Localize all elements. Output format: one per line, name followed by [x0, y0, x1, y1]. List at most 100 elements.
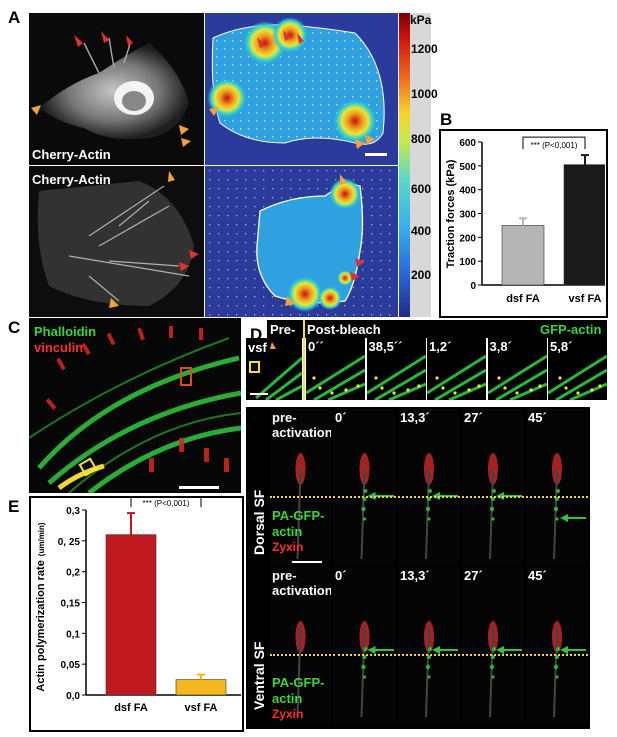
- colorbar-tick-1200: 1200: [411, 42, 438, 56]
- traction-bar-0: [501, 225, 545, 286]
- label-pre: Pre-: [270, 322, 296, 337]
- y-tick-label: 0,2: [66, 568, 80, 579]
- activation-frame-r0-c3: 27´: [462, 409, 524, 565]
- roi-box-red: [180, 367, 192, 386]
- phalloidin-vinculin-image: Phalloidin vinculin: [29, 318, 241, 493]
- label-pa-gfp: PA-GFP-: [272, 675, 325, 690]
- scale-bar: [365, 153, 387, 156]
- frap-header: [267, 320, 607, 338]
- arrowhead-orange-icon: [285, 296, 295, 306]
- activation-frame-r0-c0: pre-activation PA-GFP-actin Zyxin: [270, 409, 331, 565]
- arrowhead-orange-icon: [209, 107, 219, 116]
- colorbar-tick-400: 400: [411, 224, 432, 238]
- label-phalloidin: Phalloidin: [34, 324, 97, 339]
- label-zyxin: Zyxin: [272, 707, 304, 721]
- label-cherry-actin: Cherry-Actin: [32, 147, 111, 162]
- reference-line: [333, 496, 396, 498]
- activation-frame-r0-c2: 13,3´: [398, 409, 460, 565]
- arrowhead-orange-icon: [340, 174, 347, 185]
- label-cherry-actin-bottom: Cherry-Actin: [32, 172, 111, 187]
- significance-bracket: [522, 136, 586, 150]
- frap-frame-4: 5,8´: [548, 338, 607, 400]
- label-gfp-actin: GFP-actin: [540, 322, 602, 337]
- colorbar-tick-1000: 1000: [411, 87, 438, 101]
- arrowhead-orange-icon: [365, 135, 375, 145]
- label-vsf: vsf: [248, 340, 267, 355]
- arrowhead-orange-icon: [355, 139, 365, 149]
- time-label: 27´: [464, 568, 483, 583]
- time-label: 13,3´: [400, 410, 430, 425]
- frap-time-label: 1,2´: [429, 339, 452, 354]
- bleach-divider: [303, 320, 305, 400]
- y-tick-label: 600: [459, 138, 476, 149]
- label-pre: pre-: [272, 410, 297, 425]
- x-category-label: dsf FA: [506, 293, 540, 305]
- green-arrow-icon: [560, 646, 586, 654]
- panel-label-c: C: [8, 318, 21, 337]
- label-activation: activation: [272, 425, 331, 440]
- colorbar-labels-bg: [410, 13, 431, 317]
- time-label: 0´: [335, 410, 347, 425]
- x-category-label: dsf FA: [114, 702, 148, 714]
- panel-label-e: E: [8, 497, 20, 516]
- activation-frame-r1-c3: 27´: [462, 567, 524, 723]
- label-pre: pre-: [272, 568, 297, 583]
- arrowhead-red-icon: [283, 30, 290, 41]
- frap-frame-2: 1,2´: [427, 338, 486, 400]
- y-tick-label: 100: [459, 257, 476, 268]
- panel-label-a: A: [8, 8, 21, 27]
- activation-frame-r1-c0: pre-activation PA-GFP-actin Zyxin: [270, 567, 331, 723]
- colorbar-unit: kPa: [410, 13, 432, 27]
- cherry-actin-image-top: Cherry-Actin: [29, 13, 204, 165]
- time-label: 45´: [528, 410, 547, 425]
- row-label-ventral: Ventral SF: [251, 641, 267, 710]
- traction-map-top: [205, 13, 398, 165]
- y-axis-label: Traction forces (kPa): [445, 159, 457, 268]
- y-tick-label: 0: [470, 281, 476, 292]
- reference-line: [270, 654, 331, 656]
- green-arrow-icon: [496, 646, 522, 654]
- activation-frame-r1-c1: 0´: [333, 567, 396, 723]
- x-category-label: vsf FA: [568, 293, 601, 305]
- arrowhead-red-icon: [350, 272, 360, 281]
- arrowhead-orange-icon: [270, 342, 276, 349]
- panel-label-b: B: [440, 110, 453, 129]
- y-tick-label: 0,0: [66, 691, 80, 702]
- y-tick-label: 500: [459, 162, 476, 173]
- time-label: 27´: [464, 410, 483, 425]
- colorbar-tick-200: 200: [411, 268, 432, 282]
- significance-label: *** (P<0,001): [143, 499, 190, 508]
- frap-pre-frame: vsf: [246, 338, 302, 400]
- polymerization-bar-0: [105, 534, 157, 696]
- chart-actin-polymerization: 0,0 0,05 0,1 0,15 0,2 0, 25 0,3 dsf FA vsf FA ***…: [35, 497, 241, 714]
- row-label-dorsal: Dorsal SF: [251, 489, 267, 555]
- cell-actin-top: [31, 31, 191, 147]
- label-actin: actin: [272, 524, 303, 539]
- scale-bar: [179, 486, 219, 489]
- arrowhead-red-icon: [257, 37, 265, 48]
- traction-map-bottom: [205, 166, 398, 317]
- chart-traction-forces: 0 100 200 300 400 500 600 dsf FA vsf FA *** (P<0,…: [445, 136, 605, 305]
- reference-line: [526, 654, 588, 656]
- y-tick-label: 0,05: [61, 660, 81, 671]
- label-pa-gfp: PA-GFP-: [272, 508, 325, 523]
- cherry-actin-image-bottom: Cherry-Actin: [29, 166, 204, 317]
- frap-time-label: 3,8´: [489, 339, 512, 354]
- arrowhead-red-icon: [126, 35, 133, 46]
- colorbar: [399, 13, 410, 317]
- y-axis-label: Actin polymerization rate(um/min): [35, 522, 47, 692]
- green-arrow-icon: [367, 646, 394, 654]
- activation-frame-r1-c4: 45´: [526, 567, 588, 723]
- label-actin: actin: [272, 691, 303, 706]
- y-tick-label: 0, 25: [58, 537, 81, 548]
- y-tick-label: 400: [459, 186, 476, 197]
- arrowhead-red-icon: [101, 31, 109, 43]
- roi-box-yellow: [78, 457, 98, 477]
- time-label: 13,3´: [400, 568, 430, 583]
- frap-frame-1: 38,5´´: [366, 338, 426, 400]
- arrowhead-orange-icon: [181, 138, 191, 147]
- reference-line: [462, 496, 524, 498]
- reference-line: [333, 654, 396, 656]
- y-tick-label: 200: [459, 233, 476, 244]
- frap-time-label: 5,8´: [550, 339, 573, 354]
